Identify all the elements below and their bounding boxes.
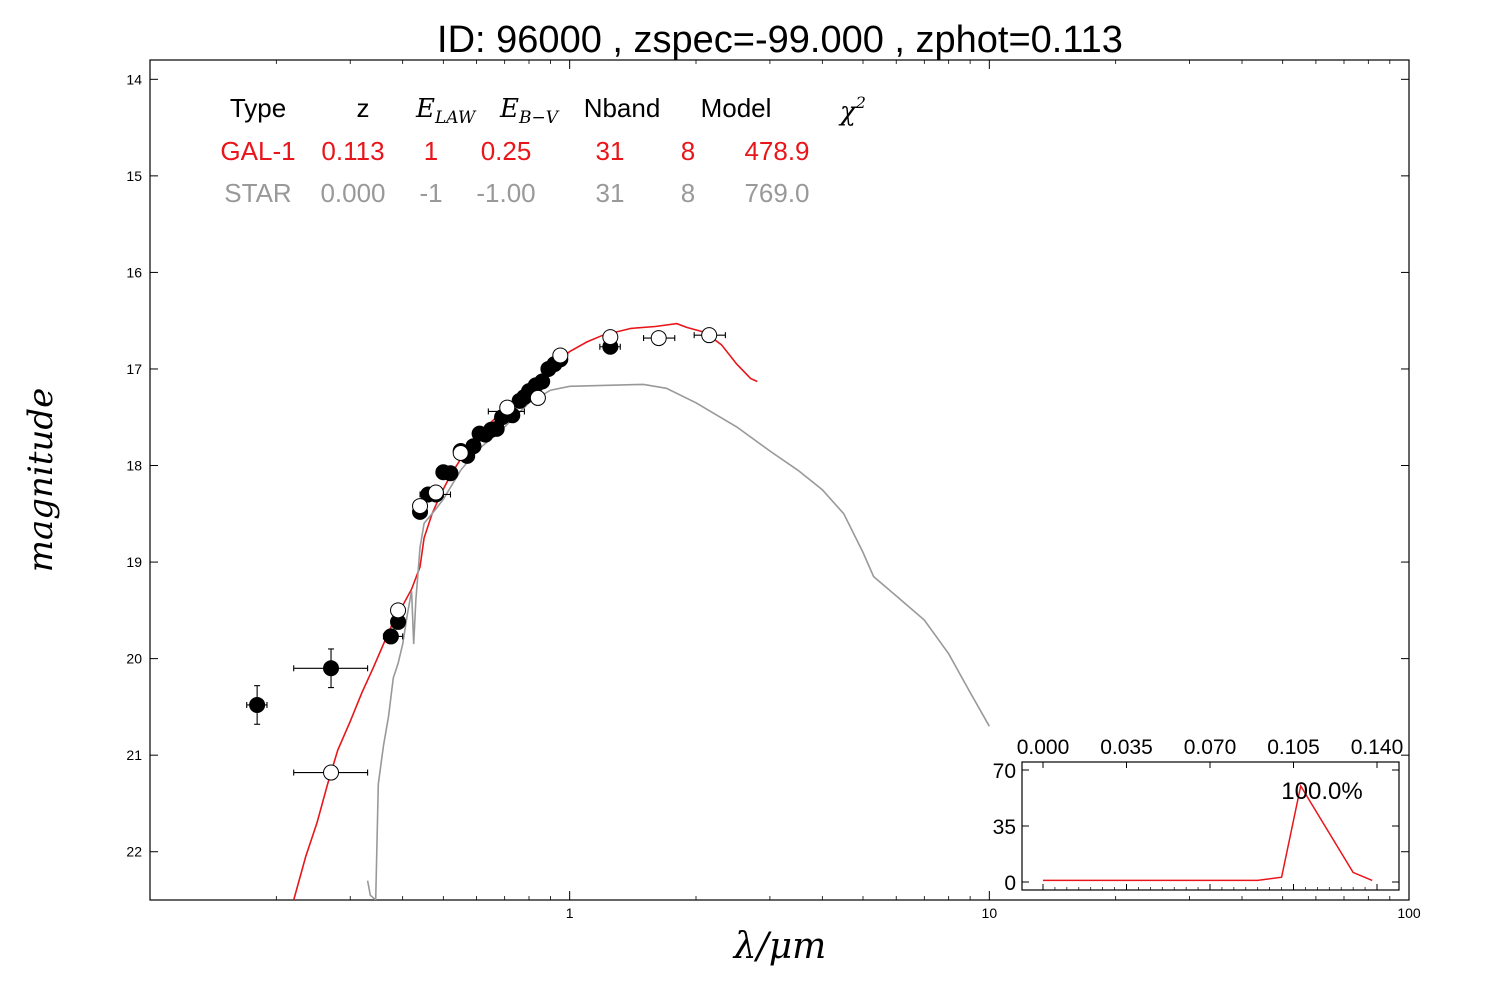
inset-x-tick-label: 0.070 <box>1184 736 1237 759</box>
y-tick-label: 14 <box>126 71 142 87</box>
plot-area <box>246 322 990 900</box>
model-point <box>529 389 546 406</box>
table-cell: -1 <box>419 178 442 208</box>
y-tick-label: 15 <box>126 168 142 184</box>
y-tick-label: 21 <box>126 747 142 763</box>
table-cell: GAL-1 <box>220 136 295 166</box>
model-point <box>552 347 569 364</box>
table-header-nband: Nband <box>584 93 661 123</box>
model-point <box>390 602 407 619</box>
table-cell: 8 <box>681 136 695 166</box>
table-cell: 478.9 <box>744 136 809 166</box>
model-point <box>499 399 516 416</box>
observed-point <box>442 465 459 482</box>
model-point <box>427 484 444 501</box>
pdz-annotation: 100.0% <box>1281 778 1362 805</box>
inset-x-tick-label: 0.140 <box>1351 736 1404 759</box>
table-header-z: z <box>357 93 370 123</box>
model-point <box>602 329 619 346</box>
observed-point <box>382 628 399 645</box>
table-header-ebv: EB−V <box>499 94 560 128</box>
x-tick-label: 1 <box>566 905 574 921</box>
table-cell: 31 <box>596 178 625 208</box>
pdz-line <box>1043 783 1373 882</box>
table-header-model: Model <box>701 93 772 123</box>
chart-title: ID: 96000 , zspec=-99.000 , zphot=0.113 <box>437 19 1123 61</box>
y-tick-label: 20 <box>126 651 142 667</box>
observed-point <box>323 660 340 677</box>
table-cell: 31 <box>596 136 625 166</box>
observed-point <box>534 373 551 390</box>
model-point <box>701 327 718 344</box>
y-axis-label: magnitude <box>21 388 61 573</box>
inset-axis-ticks: 0.000 0.035 0.070 0.105 0.140 0 35 70 <box>993 736 1404 895</box>
error-bars <box>246 332 726 776</box>
x-axis-label: λ/μm <box>732 926 826 967</box>
inset-y-tick-label: 35 <box>993 816 1016 839</box>
x-tick-label: 10 <box>982 905 998 921</box>
table-header-elaw: ELAW <box>415 94 477 128</box>
inset-x-tick-label: 0.035 <box>1100 736 1153 759</box>
observed-points <box>249 338 619 713</box>
x-tick-label: 100 <box>1397 905 1421 921</box>
inset-y-tick-label: 0 <box>1004 872 1016 895</box>
y-tick-label: 22 <box>126 844 142 860</box>
table-cell: 0.113 <box>321 136 384 166</box>
model-point <box>412 498 429 515</box>
inset-x-tick-label: 0.000 <box>1017 736 1070 759</box>
model-point <box>452 444 469 461</box>
observed-point <box>249 696 266 713</box>
star-model-line <box>366 383 990 900</box>
plot-frame <box>149 59 1410 901</box>
table-rows: GAL-1 0.113 1 0.25 31 8 478.9 STAR 0.000 -1 -1.00 3… <box>220 136 809 208</box>
fit-results-table: Type z ELAW EB−V Nband Model χ2 GAL-1 0.1… <box>220 93 866 208</box>
inset-y-tick-label: 70 <box>993 760 1016 783</box>
y-tick-label: 17 <box>126 361 142 377</box>
table-cell: -1.00 <box>476 178 535 208</box>
table-header-chi2: χ2 <box>838 93 866 127</box>
table-cell: 1 <box>424 136 438 166</box>
model-point <box>650 330 667 347</box>
table-cell: 8 <box>681 178 695 208</box>
table-cell: 0.000 <box>320 178 385 208</box>
gal-1-model-line <box>292 322 758 900</box>
y-tick-label: 18 <box>126 458 142 474</box>
model-points <box>323 327 718 781</box>
model-point <box>323 764 340 781</box>
table-cell: 769.0 <box>744 178 809 208</box>
table-cell: 0.25 <box>481 136 532 166</box>
table-cell: STAR <box>224 178 291 208</box>
y-tick-label: 19 <box>126 554 142 570</box>
table-header-type: Type <box>230 93 286 123</box>
y-tick-label: 16 <box>126 264 142 280</box>
inset-x-tick-label: 0.105 <box>1267 736 1320 759</box>
